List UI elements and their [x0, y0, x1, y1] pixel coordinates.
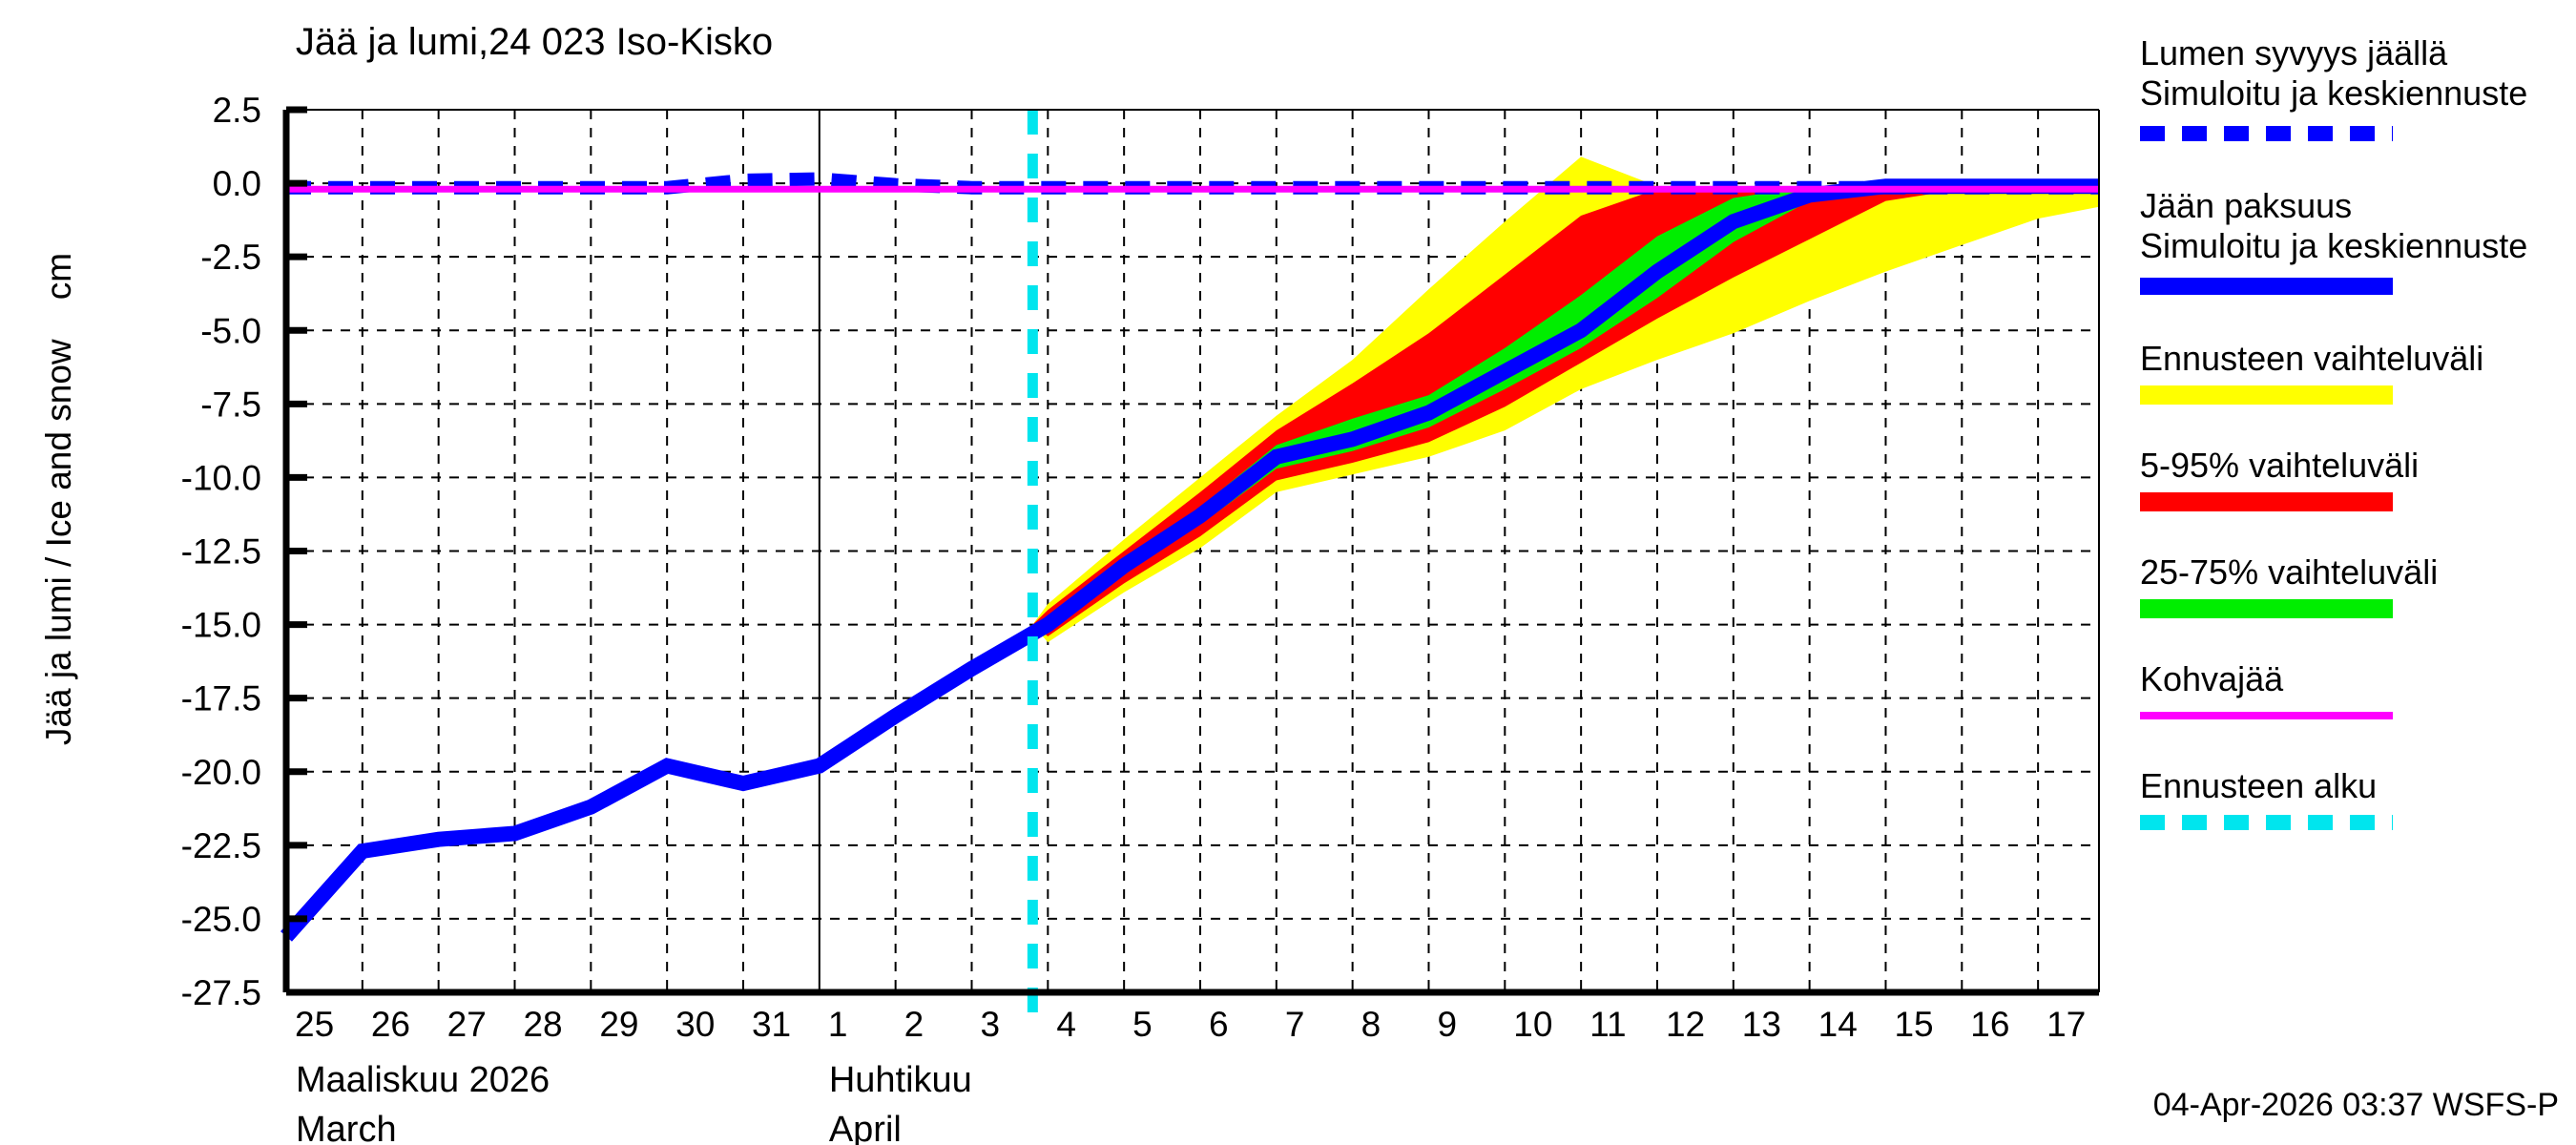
legend-subtitle: Simuloitu ja keskiennuste	[2140, 226, 2527, 265]
x-tick-label: 3	[980, 1005, 1000, 1044]
legend-title: Lumen syvyys jäällä	[2140, 33, 2448, 73]
x-tick-label: 30	[675, 1005, 715, 1044]
x-tick-label: 14	[1818, 1005, 1858, 1044]
axes	[282, 106, 2100, 996]
legend-subtitle: Simuloitu ja keskiennuste	[2140, 73, 2527, 113]
x-tick-label: 5	[1132, 1005, 1153, 1044]
forecast-band	[1032, 156, 2099, 643]
x-tick-label: 8	[1361, 1005, 1381, 1044]
legend-title: Ennusteen vaihteluväli	[2140, 339, 2483, 378]
forecast-bands	[1032, 156, 2099, 643]
legend-title: Jään paksuus	[2140, 186, 2352, 225]
y-tick-label: -25.0	[181, 900, 261, 939]
x-tick-label: 16	[1970, 1005, 2009, 1044]
legend-title: Kohvajää	[2140, 659, 2284, 698]
series-line	[280, 178, 2099, 942]
x-tick-label: 9	[1437, 1005, 1457, 1044]
month-label-en: April	[829, 1110, 902, 1145]
x-tick-label: 25	[295, 1005, 334, 1044]
x-tick-label: 6	[1209, 1005, 1229, 1044]
page-title: Jää ja lumi,24 023 Iso-Kisko	[295, 21, 774, 63]
forecast-band	[1032, 186, 2099, 636]
y-tick-label: 2.5	[213, 91, 261, 130]
x-tick-label: 27	[447, 1005, 487, 1044]
y-tick-label: -22.5	[181, 826, 261, 865]
x-tick-label: 17	[2046, 1005, 2086, 1044]
y-tick-label: -27.5	[181, 973, 261, 1012]
y-tick-label: -5.0	[200, 311, 261, 350]
y-tick-label: -20.0	[181, 753, 261, 792]
x-tick-label: 10	[1513, 1005, 1552, 1044]
x-tick-label: 4	[1056, 1005, 1076, 1044]
y-tick-label: -17.5	[181, 679, 261, 718]
tick-labels: 2.5 0.0 -2.5 -5.0 -7.5 -10.0 -12.5 -15.0 -17.5 -2…	[181, 91, 2087, 1145]
x-tick-label: 29	[599, 1005, 638, 1044]
y-tick-label: -15.0	[181, 606, 261, 645]
y-tick-label: -2.5	[200, 238, 261, 277]
month-label-fi: Maaliskuu 2026	[296, 1060, 550, 1100]
x-tick-label: 7	[1285, 1005, 1305, 1044]
legend-title: Ennusteen alku	[2140, 766, 2377, 805]
x-tick-label: 15	[1894, 1005, 1933, 1044]
x-tick-label: 31	[752, 1005, 791, 1044]
legend-title: 25-75% vaihteluväli	[2140, 552, 2438, 592]
month-label-fi: Huhtikuu	[829, 1060, 972, 1100]
x-tick-label: 1	[828, 1005, 848, 1044]
x-tick-label: 28	[523, 1005, 562, 1044]
footer-timestamp: 04-Apr-2026 03:37 WSFS-P	[2152, 1087, 2559, 1123]
x-tick-label: 26	[371, 1005, 410, 1044]
x-tick-label: 12	[1666, 1005, 1705, 1044]
x-tick-label: 11	[1589, 1005, 1626, 1044]
y-tick-label: 0.0	[213, 164, 261, 203]
y-tick-label: -12.5	[181, 532, 261, 572]
x-tick-label: 13	[1742, 1005, 1781, 1044]
data-series	[280, 110, 2099, 1013]
y-tick-label: -7.5	[200, 385, 261, 424]
y-tick-label: -10.0	[181, 458, 261, 497]
legend-title: 5-95% vaihteluväli	[2140, 446, 2419, 485]
x-tick-label: 2	[904, 1005, 924, 1044]
month-label-en: March	[296, 1110, 397, 1145]
